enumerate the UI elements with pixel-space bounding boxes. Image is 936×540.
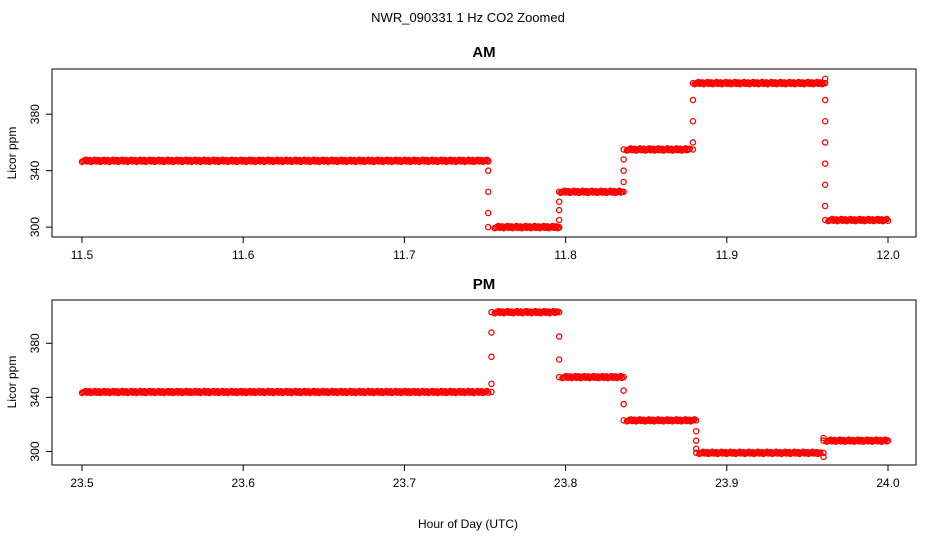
pm-transition-point [555, 333, 563, 340]
pm-plateau-point [817, 449, 824, 456]
am-transition-point [484, 188, 492, 196]
am-y-tick-label: 340 [28, 160, 42, 180]
am-x-tick-label: 11.5 [71, 248, 94, 262]
pm-transition-point [488, 388, 495, 396]
am-transition-point [821, 117, 829, 125]
am-transition-point [555, 216, 563, 224]
am-transition-point [555, 188, 563, 196]
am-transition-point [821, 181, 829, 189]
am-transition-point [555, 206, 563, 214]
pm-transition-point [620, 400, 627, 408]
pm-transition-point [820, 449, 827, 457]
am-transition-point [484, 157, 492, 165]
am-transition-point [620, 167, 627, 174]
pm-transition-point [555, 356, 563, 363]
am-transition-point [821, 75, 829, 83]
am-transition-point [689, 79, 697, 87]
pm-y-tick-label: 380 [28, 333, 42, 353]
pm-x-tick-label: 23.9 [715, 476, 739, 490]
am-plateau-point [884, 217, 892, 225]
pm-transition-point [488, 329, 495, 336]
am-x-tick-label: 11.7 [393, 248, 416, 262]
am-transition-point [555, 223, 563, 231]
am-transition-point [821, 202, 829, 210]
am-y-tick-label: 300 [28, 217, 42, 237]
pm-transition-point [488, 308, 495, 316]
pm-transition-point [488, 353, 495, 361]
am-transition-point [620, 178, 627, 186]
pm-data-points [78, 307, 892, 461]
am-transition-point [821, 160, 829, 167]
am-transition-point [555, 198, 563, 205]
pm-transition-point [555, 308, 563, 316]
pm-x-tick-label: 23.8 [554, 476, 578, 490]
am-data-points [78, 75, 892, 232]
am-x-tick-label: 11.8 [554, 248, 577, 262]
pm-x-tick-label: 24.0 [876, 476, 900, 490]
am-y-axis: 300 340 380 [28, 104, 53, 237]
am-transition-point [689, 117, 697, 125]
pm-transition-point [692, 417, 700, 424]
pm-y-tick-label: 340 [28, 387, 42, 407]
pm-x-tick-label: 23.5 [70, 476, 94, 490]
pm-transition-point [692, 449, 700, 457]
am-transition-point [821, 79, 829, 87]
pm-transition-point [620, 387, 627, 394]
pm-transition-point [620, 373, 627, 381]
am-x-axis: 11.5 11.6 11.7 11.8 11.9 12.0 [71, 236, 900, 262]
am-transition-point [620, 156, 627, 163]
pm-plateau-point [484, 389, 492, 396]
am-transition-point [620, 146, 627, 153]
am-transition-point [484, 223, 492, 231]
am-x-tick-label: 12.0 [876, 248, 900, 262]
am-transition-point [620, 188, 627, 196]
am-y-tick-label: 380 [28, 104, 42, 124]
am-transition-point [484, 209, 492, 217]
pm-x-axis: 23.5 23.6 23.7 23.8 23.9 24.0 [70, 464, 900, 490]
am-transition-point [484, 167, 492, 174]
am-x-tick-label: 11.6 [232, 248, 255, 262]
pm-transition-point [692, 445, 700, 453]
pm-y-axis-label: Licor ppm [5, 356, 19, 409]
am-panel-title: AM [472, 44, 495, 61]
pm-y-tick-label: 300 [28, 441, 42, 461]
pm-transition-point [488, 380, 495, 388]
am-transition-point [821, 96, 829, 104]
am-x-tick-label: 11.9 [716, 248, 739, 262]
pm-transition-point [692, 427, 700, 435]
am-plateau-point [686, 145, 693, 153]
pm-x-tick-label: 23.6 [232, 476, 256, 490]
am-transition-point [689, 96, 697, 104]
pm-plot-frame [51, 299, 917, 466]
am-panel: AM 11.5 11.6 11.7 11.8 11.9 12.0 300 340 380 Li… [5, 44, 917, 262]
pm-transition-point [820, 453, 827, 461]
am-y-axis-label: Licor ppm [5, 127, 19, 180]
am-plot-frame [51, 68, 917, 238]
pm-x-tick-label: 23.7 [393, 476, 417, 490]
pm-transition-point [692, 437, 700, 444]
x-axis-label: Hour of Day (UTC) [418, 517, 518, 531]
am-transition-point [821, 216, 829, 224]
pm-transition-point [555, 373, 563, 381]
pm-transition-point [820, 434, 827, 442]
am-transition-point [821, 139, 829, 146]
pm-plateau-point [884, 437, 892, 444]
am-transition-point [689, 139, 697, 146]
pm-panel-title: PM [473, 276, 496, 293]
pm-transition-point [620, 417, 627, 424]
pm-transition-point [820, 437, 827, 444]
am-transition-point [689, 146, 697, 153]
figure-title: NWR_090331 1 Hz CO2 Zoomed [371, 10, 565, 25]
pm-panel: PM 23.5 23.6 23.7 23.8 23.9 24.0 300 340 380 Li… [5, 276, 917, 490]
pm-y-axis: 300 340 380 [28, 333, 53, 461]
